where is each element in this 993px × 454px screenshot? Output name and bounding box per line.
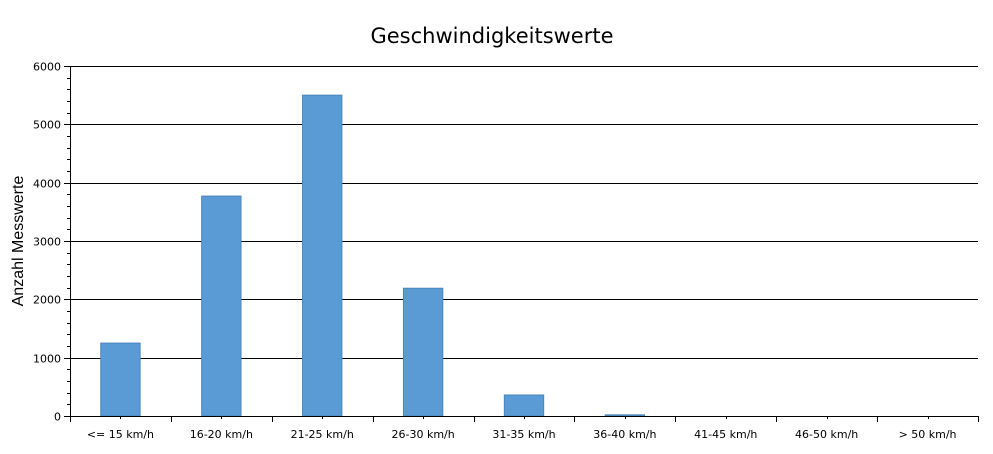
x-tick-label: 46-50 km/h (795, 428, 858, 441)
y-tick-label: 6000 (33, 61, 61, 74)
bar-5 (503, 394, 545, 417)
y-tick-label: 3000 (33, 236, 61, 249)
y-tick-label: 2000 (33, 294, 61, 307)
bar-6 (604, 414, 646, 417)
bar-1 (100, 342, 141, 417)
x-tick-label: 26-30 km/h (391, 428, 454, 441)
x-tick-label: 16-20 km/h (190, 428, 253, 441)
x-tick-labels: <= 15 km/h 16-20 km/h 21-25 km/h 26-30 km/h… (87, 428, 957, 441)
y-tick-label: 5000 (33, 119, 61, 132)
bars (100, 94, 646, 417)
bar-2 (201, 195, 242, 417)
x-tick-label: > 50 km/h (899, 428, 957, 441)
bar-4 (402, 287, 444, 417)
x-tick-label: <= 15 km/h (87, 428, 154, 441)
y-tick-label: 0 (54, 411, 61, 424)
x-tick-label: 41-45 km/h (694, 428, 757, 441)
x-tick-label: 31-35 km/h (492, 428, 555, 441)
x-tick-label: 36-40 km/h (593, 428, 656, 441)
y-axis-label: Anzahl Messwerte (10, 176, 27, 307)
chart-title: Geschwindigkeitswerte (370, 24, 613, 48)
axes (64, 66, 979, 422)
y-tick-label: 1000 (33, 353, 61, 366)
y-tick-label: 4000 (33, 178, 61, 191)
x-tick-label: 21-25 km/h (291, 428, 354, 441)
y-tick-labels: 0 1000 2000 3000 4000 5000 6000 (33, 61, 61, 424)
bar-3 (302, 94, 343, 417)
